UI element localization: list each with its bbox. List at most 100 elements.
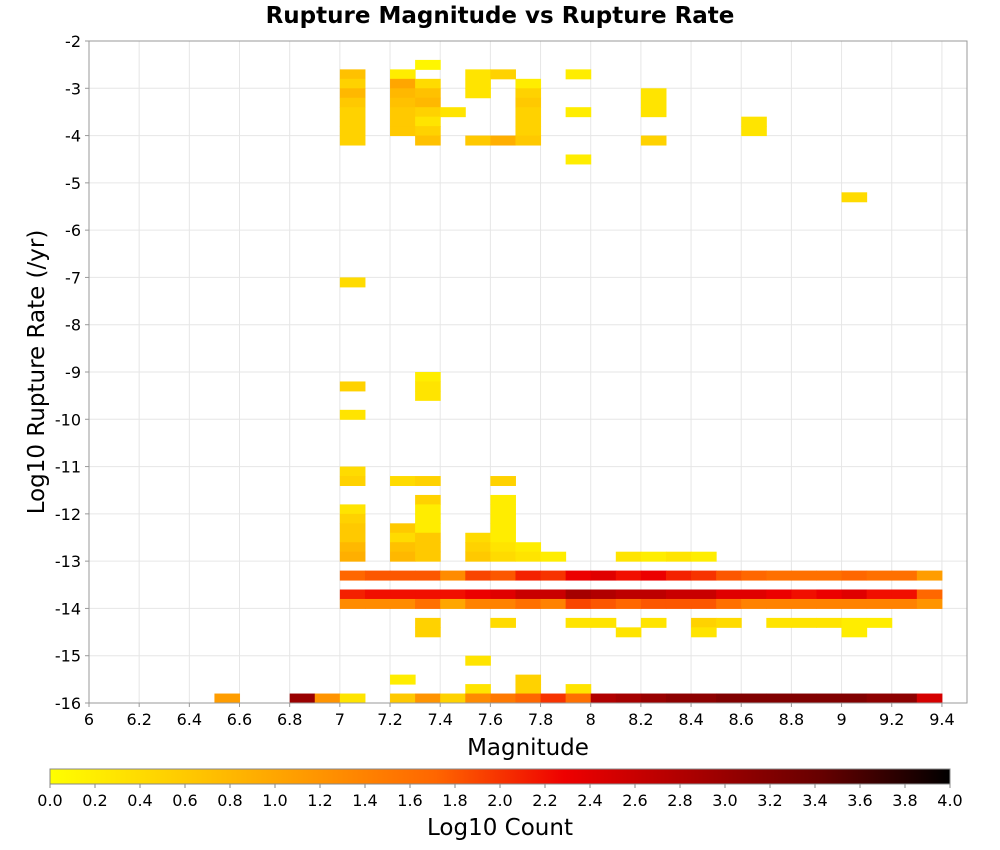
y-tick-label: -9 — [65, 363, 81, 382]
heatmap-cell — [665, 598, 692, 609]
heatmap-cell — [640, 693, 667, 704]
heatmap-cell — [465, 684, 491, 695]
heatmap-cell — [640, 97, 667, 108]
heatmap-cell — [390, 97, 416, 108]
heatmap-cell — [691, 627, 717, 638]
heatmap-cell — [339, 69, 366, 80]
heatmap-cell — [415, 523, 441, 534]
heatmap-cell — [916, 693, 943, 704]
heatmap-cell — [465, 78, 491, 89]
x-axis-label: Magnitude — [467, 735, 589, 761]
heatmap-cell — [540, 589, 567, 600]
heatmap-cell — [665, 589, 692, 600]
heatmap-cell — [665, 570, 692, 581]
heatmap-cell — [866, 598, 893, 609]
x-tick-label: 9.2 — [879, 710, 904, 729]
x-tick-label: 7 — [335, 710, 345, 729]
heatmap-cell — [691, 598, 717, 609]
heatmap-cell — [515, 684, 542, 695]
y-tick-label: -2 — [65, 32, 81, 51]
heatmap-cell — [615, 693, 642, 704]
y-axis-label: Log10 Rupture Rate (/yr) — [24, 230, 50, 515]
heatmap-cell — [615, 589, 642, 600]
heatmap-cell — [339, 381, 366, 392]
heatmap-cell — [766, 617, 792, 628]
heatmap-cell — [791, 598, 817, 609]
y-tick-label: -10 — [55, 410, 81, 429]
heatmap-cell — [490, 523, 516, 534]
colorbar-tick-label: 0.4 — [127, 791, 152, 810]
heatmap-cell — [766, 570, 792, 581]
heatmap-cell — [515, 551, 542, 562]
heatmap-cell — [390, 126, 416, 137]
heatmap-cell — [866, 617, 893, 628]
heatmap-cell — [490, 542, 516, 553]
heatmap-cell — [841, 570, 868, 581]
y-tick-label: -15 — [55, 647, 81, 666]
heatmap-cell — [565, 598, 592, 609]
heatmap-cell — [415, 126, 441, 137]
heatmap-cell — [841, 627, 868, 638]
heatmap-cell — [339, 78, 366, 89]
heatmap-cell — [791, 589, 817, 600]
heatmap-cell — [540, 570, 567, 581]
heatmap-cell — [515, 97, 542, 108]
heatmap-cell — [615, 627, 642, 638]
heatmap-cell — [741, 693, 767, 704]
x-tick-label: 9 — [836, 710, 846, 729]
x-tick-label: 8.6 — [729, 710, 754, 729]
x-tick-label: 7.8 — [528, 710, 553, 729]
heatmap-cell — [816, 570, 843, 581]
heatmap-cell — [490, 589, 516, 600]
heatmap-cell — [741, 589, 767, 600]
heatmap-cell — [640, 570, 667, 581]
heatmap-cell — [465, 551, 491, 562]
heatmap-cell — [339, 277, 366, 288]
heatmap-cell — [540, 598, 567, 609]
heatmap-cell — [891, 693, 918, 704]
heatmap-cell — [490, 532, 516, 543]
y-tick-label: -7 — [65, 268, 81, 287]
heatmap-cell — [866, 570, 893, 581]
y-tick-label: -8 — [65, 316, 81, 335]
heatmap-cell — [390, 69, 416, 80]
heatmap-cell — [490, 504, 516, 515]
heatmap-cell — [339, 135, 366, 146]
heatmap-cell — [465, 69, 491, 80]
y-tick-label: -16 — [55, 694, 81, 713]
heatmap-cell — [390, 476, 416, 486]
heatmap-cell — [390, 598, 416, 609]
heatmap-cell — [565, 589, 592, 600]
heatmap-cell — [565, 154, 592, 165]
heatmap-cell — [490, 551, 516, 562]
colorbar-tick-label: 3.4 — [802, 791, 827, 810]
heatmap-cell — [339, 107, 366, 118]
heatmap-cell — [791, 617, 817, 628]
heatmap-cell — [691, 617, 717, 628]
heatmap-cell — [590, 693, 617, 704]
x-tick-label: 7.4 — [427, 710, 452, 729]
heatmap-cell — [891, 598, 918, 609]
heatmap-cell — [691, 551, 717, 562]
heatmap-cell — [440, 570, 466, 581]
heatmap-cell — [841, 617, 868, 628]
heatmap-cell — [640, 589, 667, 600]
heatmap-cell — [590, 598, 617, 609]
y-tick-label: -5 — [65, 174, 81, 193]
heatmap-cell — [515, 674, 542, 685]
heatmap-cell — [339, 693, 366, 704]
heatmap-cell — [515, 116, 542, 127]
heatmap-cell — [490, 693, 516, 704]
heatmap-cell — [891, 589, 918, 600]
y-tick-label: -4 — [65, 127, 81, 146]
heatmap-cell — [490, 476, 516, 486]
heatmap-cell — [916, 589, 943, 600]
heatmap-cell — [415, 88, 441, 99]
heatmap-cell — [916, 598, 943, 609]
colorbar-tick-label: 2.2 — [532, 791, 557, 810]
colorbar-tick-label: 2.4 — [577, 791, 602, 810]
heatmap-cell — [289, 693, 316, 704]
heatmap-cell — [339, 126, 366, 137]
heatmap-cell — [716, 617, 742, 628]
